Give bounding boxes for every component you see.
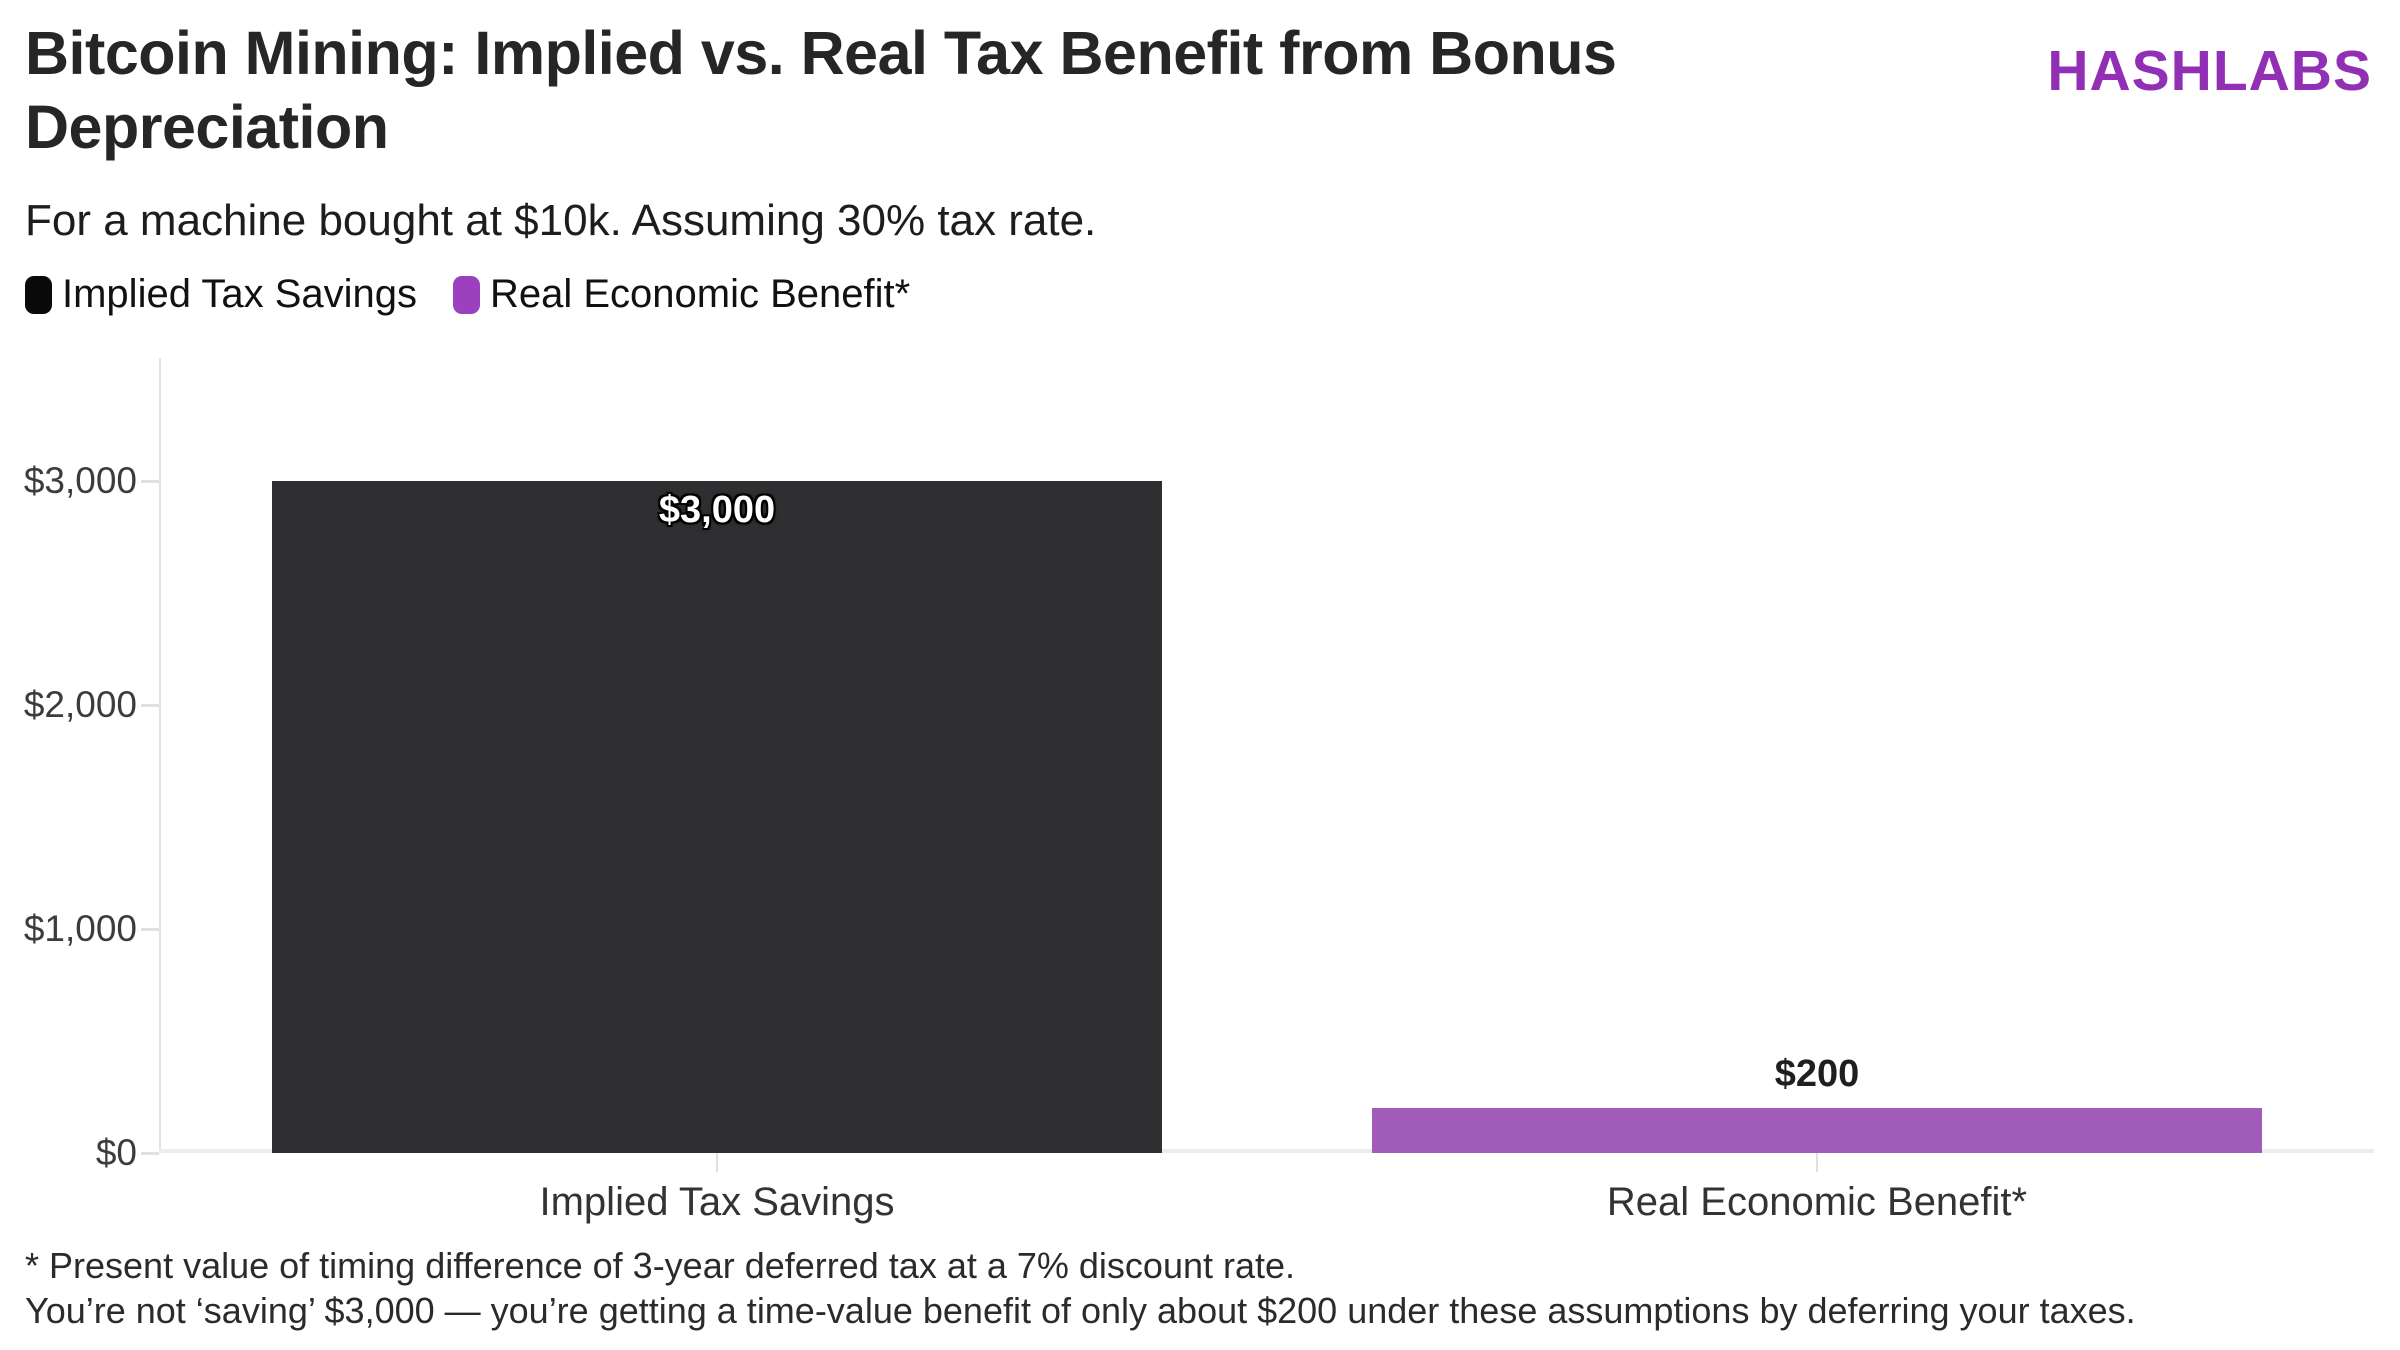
legend-item-implied-tax-savings: Implied Tax Savings bbox=[25, 272, 417, 317]
value-label-real: $200 bbox=[1774, 1053, 1860, 1095]
x-label-implied: Implied Tax Savings bbox=[539, 1180, 895, 1224]
y-tick-mark bbox=[141, 704, 159, 707]
y-tick-label: $1,000 bbox=[23, 908, 137, 949]
y-tick-label: $2,000 bbox=[23, 684, 137, 725]
value-label-implied: $3,000 bbox=[658, 489, 776, 531]
y-tick-mark bbox=[141, 928, 159, 931]
x-tick-implied bbox=[716, 1153, 718, 1172]
bar-real-economic-benefit bbox=[1372, 1108, 2262, 1153]
y-tick-mark bbox=[141, 1152, 159, 1155]
footnote-line-2: You’re not ‘saving’ $3,000 — you’re gett… bbox=[25, 1289, 2136, 1331]
x-tick-real bbox=[1816, 1153, 1818, 1172]
bar-implied-tax-savings bbox=[272, 481, 1162, 1153]
y-tick-label: $0 bbox=[95, 1132, 137, 1173]
x-label-real: Real Economic Benefit* bbox=[1606, 1180, 2028, 1224]
legend-item-real-economic-benefit: Real Economic Benefit* bbox=[453, 272, 910, 317]
legend: Implied Tax Savings Real Economic Benefi… bbox=[25, 272, 910, 317]
footnotes: * Present value of timing difference of … bbox=[25, 1244, 2136, 1333]
hashlabs-logo: HASHLABS bbox=[2047, 39, 2372, 103]
chart-subtitle: For a machine bought at $10k. Assuming 3… bbox=[25, 196, 1097, 245]
y-tick-label: $3,000 bbox=[23, 460, 137, 501]
legend-swatch-dark bbox=[25, 275, 52, 314]
footnote-line-1: * Present value of timing difference of … bbox=[25, 1245, 1296, 1286]
y-axis-line bbox=[159, 358, 161, 1153]
legend-label: Implied Tax Savings bbox=[62, 272, 417, 316]
y-tick-mark bbox=[141, 480, 159, 483]
x-axis-baseline bbox=[159, 1149, 2374, 1153]
legend-label: Real Economic Benefit* bbox=[490, 272, 911, 316]
chart-title: Bitcoin Mining: Implied vs. Real Tax Ben… bbox=[25, 19, 1617, 162]
legend-swatch-purple bbox=[453, 275, 480, 314]
